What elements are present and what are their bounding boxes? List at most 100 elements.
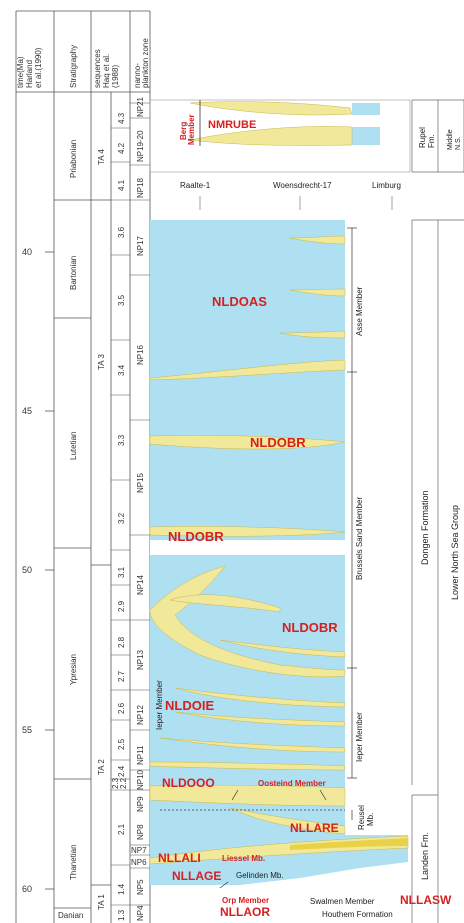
unit-nldoas: NLDOAS — [212, 294, 267, 309]
sand-lens-d1 — [174, 687, 346, 708]
header-sequences-1: sequences — [93, 49, 102, 88]
nanno-np13: NP13 — [136, 649, 145, 670]
well-woensdrecht-17: Woensdrecht-17 — [273, 181, 332, 190]
nanno-zone-column: NP21 NP19-20 NP18 NP17 NP16 NP15 NP14 NP… — [130, 96, 150, 921]
nanno-np5: NP5 — [136, 879, 145, 895]
top-panel-frame — [149, 99, 411, 173]
member-reusel-1: Reusel — [357, 805, 366, 830]
sequence-group-ta3: TA 3 — [97, 354, 106, 370]
time-tick-60: 60 — [22, 884, 32, 894]
header-nanno-2: plankton zone — [141, 38, 150, 88]
sequence-2-1: 2.1 — [117, 823, 126, 835]
unit-nmrube: NMRUBE — [208, 119, 256, 131]
unit-gelinden: Gelinden Mb. — [236, 871, 284, 880]
sequence-2-9: 2.9 — [117, 600, 126, 612]
time-tick-55: 55 — [22, 725, 32, 735]
unit-nllare: NLLARE — [290, 821, 339, 835]
nanno-np6: NP6 — [131, 858, 147, 867]
top-water-a — [352, 103, 380, 115]
formation-dongen: Dongen Formation — [420, 490, 430, 565]
stage-bartonian: Bartonian — [69, 256, 78, 290]
nanno-np14: NP14 — [136, 574, 145, 595]
nanno-np4: NP4 — [136, 905, 145, 921]
well-labels: Raalte-1 Woensdrecht-17 Limburg — [180, 181, 401, 210]
sequence-1-3: 1.3 — [117, 909, 126, 921]
top-sand-lens-1 — [189, 101, 353, 116]
column-frame — [15, 10, 151, 923]
sequence-4-1: 4.1 — [117, 179, 126, 191]
formation-rupel-1: Rupel — [418, 127, 427, 148]
unit-nldoie: NLDOIE — [165, 698, 214, 713]
header-time-3: et al.(1990) — [34, 47, 43, 88]
sequence-group-column: TA 4 TA 3 TA 2 TA 1 — [91, 149, 111, 910]
sequence-3-1: 3.1 — [117, 566, 126, 578]
member-asse: Asse Member — [355, 286, 364, 336]
header-time-1: time(Ma) — [16, 56, 25, 88]
member-bars — [347, 227, 357, 820]
formation-landen: Landen Fm. — [420, 832, 430, 880]
sand-lens-c1 — [149, 565, 346, 678]
well-limburg: Limburg — [372, 181, 401, 190]
stage-priabonian: Priabonian — [69, 140, 78, 178]
unit-nllasw: NLLASW — [400, 893, 452, 907]
sequence-4-3: 4.3 — [117, 112, 126, 124]
marker-lines — [160, 789, 345, 889]
sequence-group-ta4: TA 4 — [97, 149, 106, 165]
header-sequences-3: (1988) — [111, 65, 120, 88]
sand-lens-a1 — [289, 235, 346, 245]
nanno-np9: NP9 — [136, 796, 145, 812]
nanno-np18: NP18 — [136, 177, 145, 198]
stage-lutetian: Lutetian — [69, 432, 78, 460]
sequence-3-4: 3.4 — [117, 364, 126, 376]
time-tick-40: 40 — [22, 247, 32, 257]
sequence-4-2: 4.2 — [117, 142, 126, 154]
sand-lens-c2 — [169, 594, 281, 613]
header-nanno-1: nanno- — [133, 63, 142, 88]
sequence-2-5: 2.5 — [117, 738, 126, 750]
unit-nllaor: NLLAOR — [220, 905, 270, 919]
top-sand-lens-2 — [189, 126, 353, 146]
time-tick-50: 50 — [22, 565, 32, 575]
formation-rupel-2: Fm. — [427, 134, 436, 148]
header-time-2: Harland — [25, 60, 34, 88]
unit-nldobr-3: NLDOBR — [282, 620, 338, 635]
well-raalte-1: Raalte-1 — [180, 181, 211, 190]
sand-lens-d2 — [174, 711, 346, 727]
unit-oosteind: Oosteind Member — [258, 779, 326, 788]
time-tick-45: 45 — [22, 406, 32, 416]
nanno-np17: NP17 — [136, 235, 145, 256]
nanno-np11: NP11 — [136, 745, 145, 765]
header-sequences-2: Haq et al. — [102, 54, 111, 88]
sequence-2-3: 2.3 — [111, 777, 120, 789]
nanno-np21: NP21 — [136, 96, 145, 117]
unit-swalmen: Swalmen Member — [310, 897, 375, 906]
member-ieper-left: Ieper Member — [155, 680, 164, 730]
sequence-3-2: 3.2 — [117, 512, 126, 524]
sand-lens-g2 — [290, 838, 408, 850]
sequence-2-7: 2.7 — [117, 670, 126, 682]
stage-thanetian: Thanetian — [69, 844, 78, 880]
berg-member-1: Berg — [179, 122, 188, 140]
sand-lens-e1 — [149, 761, 346, 771]
sequence-3-3: 3.3 — [117, 434, 126, 446]
sand-lens-a4 — [149, 359, 346, 381]
nanno-np7: NP7 — [131, 846, 147, 855]
sand-lens-f1 — [149, 784, 346, 807]
stage-danian: Danian — [58, 911, 83, 920]
formation-middle-1: Middle — [447, 129, 454, 150]
formation-lower-north-sea-group: Lower North Sea Group — [450, 505, 460, 600]
sequence-2-6: 2.6 — [117, 702, 126, 714]
nanno-np16: NP16 — [136, 344, 145, 365]
unit-liessel: Liessel Mb. — [222, 854, 265, 863]
top-panel: Berg Member NMRUBE — [149, 99, 411, 173]
nanno-np10: NP10 — [136, 769, 145, 790]
unit-houthem: Houthem Formation — [322, 910, 393, 919]
sequence-column: 4.3 4.2 4.1 3.6 3.5 3.4 3.3 3.2 3.1 2.9 … — [111, 112, 130, 921]
sequence-3-5: 3.5 — [117, 294, 126, 306]
unit-nllage: NLLAGE — [172, 869, 221, 883]
berg-member-2: Member — [187, 114, 196, 145]
unit-nldobr-1: NLDOBR — [250, 435, 306, 450]
top-water-b — [352, 127, 380, 145]
sequence-2-4: 2.4 — [117, 765, 126, 777]
